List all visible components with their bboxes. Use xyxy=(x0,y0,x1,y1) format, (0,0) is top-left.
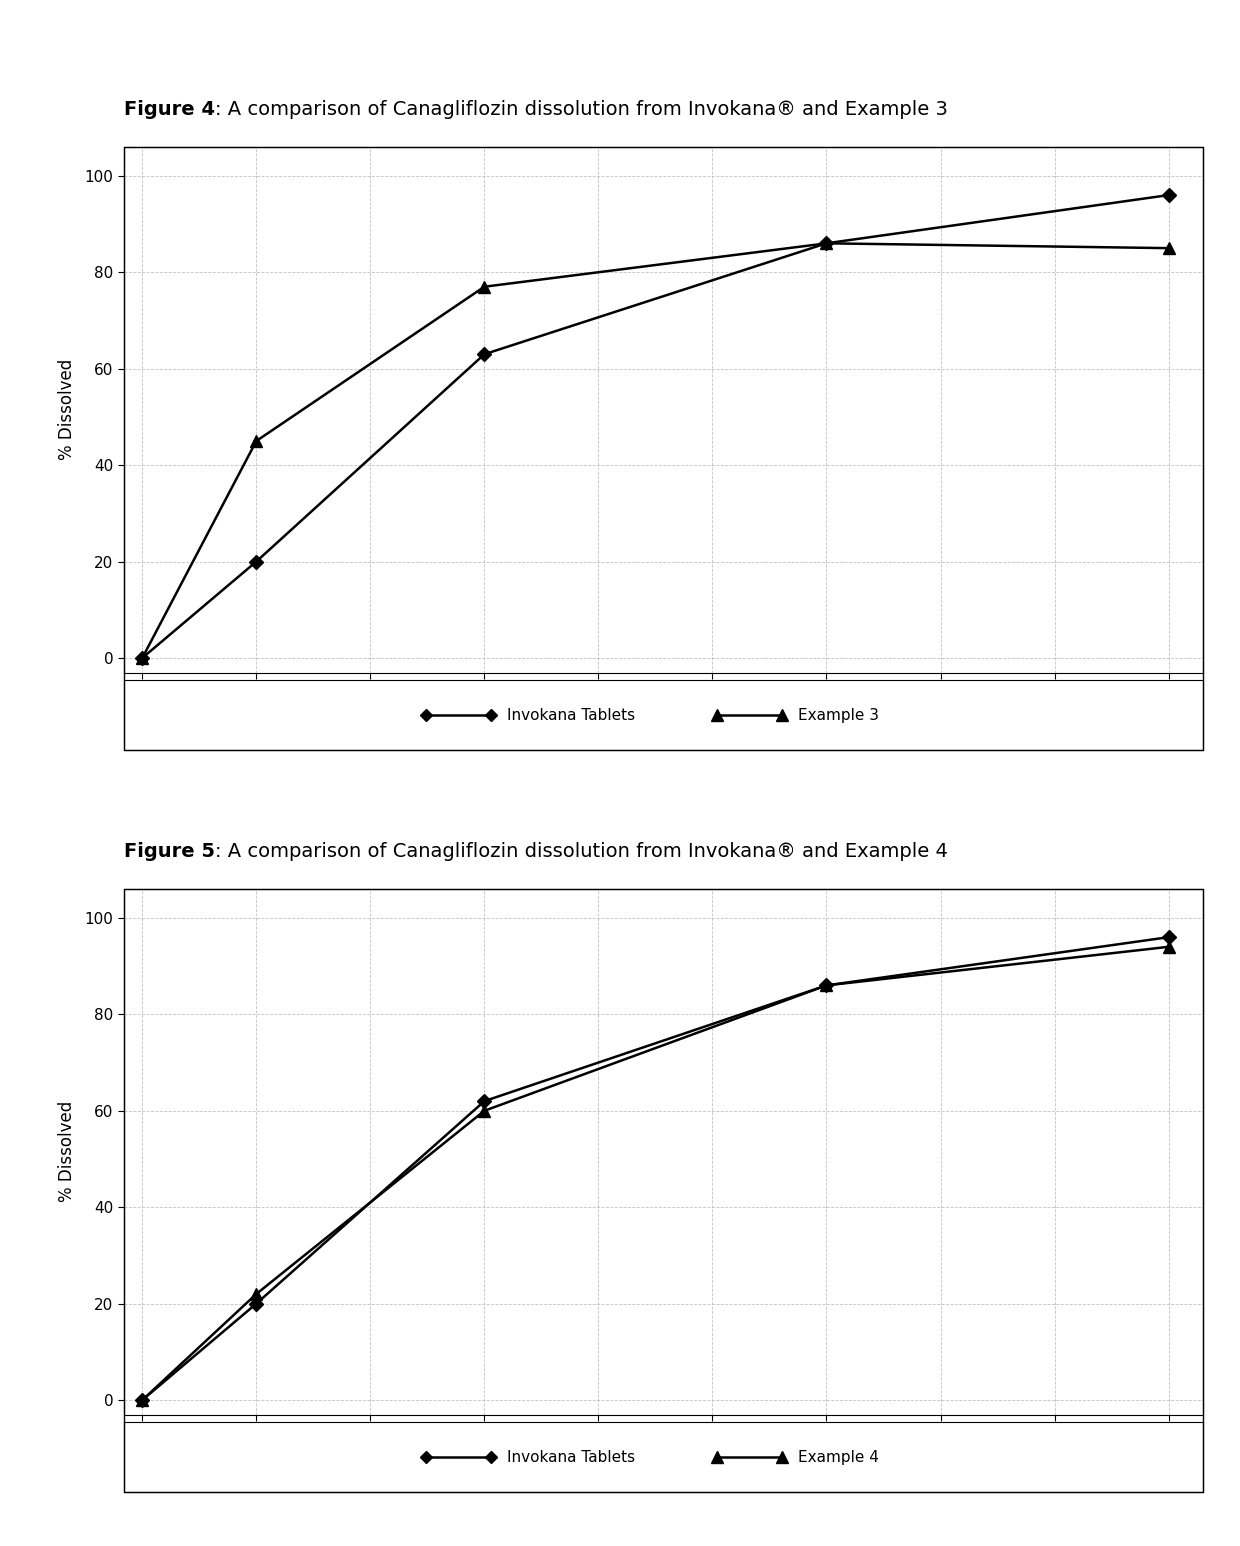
Text: : A comparison of Canagliflozin dissolution from Invokana® and Example 4: : A comparison of Canagliflozin dissolut… xyxy=(215,843,947,861)
Text: Figure 5: Figure 5 xyxy=(124,843,215,861)
Example 3 xyxy=(477,277,492,295)
Invokana Tablets xyxy=(1161,928,1176,946)
Example 3 xyxy=(820,233,835,252)
Invokana Tablets xyxy=(1161,186,1176,204)
Text: Figure 4: Figure 4 xyxy=(124,100,215,119)
Text: Example 4: Example 4 xyxy=(799,1450,879,1464)
Invokana Tablets xyxy=(249,552,264,570)
Example 4 xyxy=(1161,937,1176,955)
Text: Invokana Tablets: Invokana Tablets xyxy=(507,1450,635,1464)
Y-axis label: % Dissolved: % Dissolved xyxy=(58,359,77,461)
Example 3 xyxy=(135,649,150,668)
Line: Example 4: Example 4 xyxy=(136,940,1174,1407)
Invokana Tablets xyxy=(477,1091,492,1110)
Text: Invokana Tablets: Invokana Tablets xyxy=(507,708,635,722)
Example 4 xyxy=(477,1101,492,1119)
X-axis label: Time (min): Time (min) xyxy=(619,1449,708,1466)
Example 4 xyxy=(249,1285,264,1303)
Text: Example 3: Example 3 xyxy=(799,708,879,722)
Invokana Tablets xyxy=(249,1294,264,1313)
Y-axis label: % Dissolved: % Dissolved xyxy=(58,1101,77,1203)
Example 3 xyxy=(1161,240,1176,258)
Invokana Tablets xyxy=(820,976,835,994)
Example 4 xyxy=(135,1391,150,1410)
Invokana Tablets xyxy=(477,345,492,363)
Invokana Tablets xyxy=(135,1391,150,1410)
Invokana Tablets xyxy=(820,233,835,252)
Invokana Tablets xyxy=(135,649,150,668)
Example 4 xyxy=(820,976,835,994)
Line: Invokana Tablets: Invokana Tablets xyxy=(138,190,1173,663)
Example 3 xyxy=(249,431,264,450)
Line: Invokana Tablets: Invokana Tablets xyxy=(138,932,1173,1405)
Line: Example 3: Example 3 xyxy=(136,237,1174,665)
X-axis label: Time (min): Time (min) xyxy=(619,707,708,724)
Text: : A comparison of Canagliflozin dissolution from Invokana® and Example 3: : A comparison of Canagliflozin dissolut… xyxy=(215,100,947,119)
